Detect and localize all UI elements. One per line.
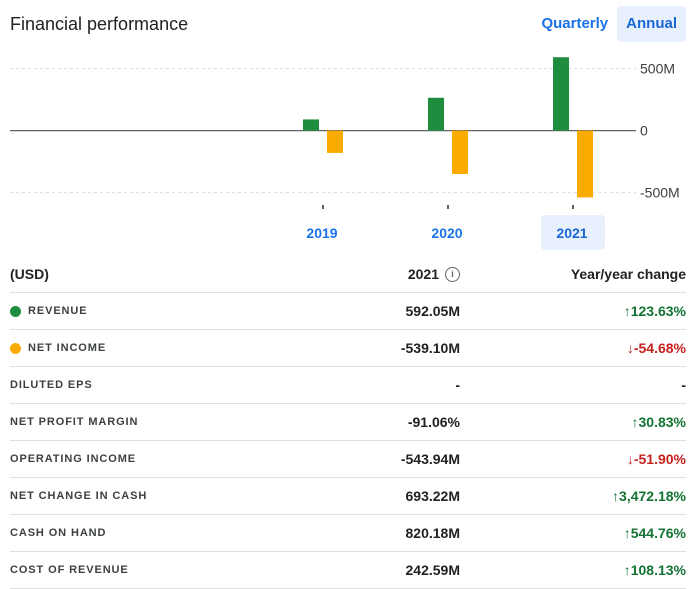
table-row: COST OF REVENUE 242.59M ↑108.13%	[10, 552, 686, 589]
row-label: REVENUE	[28, 305, 88, 317]
financials-table: (USD) 2021 i Year/year change REVENUE 592…	[10, 256, 686, 589]
row-label: NET INCOME	[28, 342, 107, 354]
row-change: ↓-54.68%	[460, 340, 686, 356]
row-change-value: 544.76%	[630, 525, 686, 541]
arrow-up-icon: ↑	[623, 525, 631, 541]
net-income-bar	[327, 130, 343, 153]
row-label-cell: REVENUE	[10, 305, 260, 317]
row-label-cell: COST OF REVENUE	[10, 564, 260, 576]
table-row: DILUTED EPS - -	[10, 367, 686, 404]
row-value: -543.94M	[400, 451, 460, 467]
financial-performance-header: Financial performance Quarterly Annual	[10, 0, 686, 50]
row-value: -91.06%	[407, 414, 460, 430]
y-tick-label: -500M	[640, 185, 680, 201]
arrow-down-icon: ↓	[626, 340, 634, 356]
arrow-down-icon: ↓	[626, 451, 634, 467]
row-label: NET PROFIT MARGIN	[10, 416, 139, 428]
x-category-label[interactable]: 2021	[556, 225, 587, 241]
legend-dot-icon	[10, 342, 21, 354]
row-change: ↑3,472.18%	[460, 488, 686, 504]
row-value: -539.10M	[400, 340, 460, 356]
table-row: CASH ON HAND 820.18M ↑544.76%	[10, 515, 686, 552]
row-label: CASH ON HAND	[10, 527, 107, 539]
legend-dot-icon	[10, 305, 21, 317]
yoy-change-header: Year/year change	[570, 266, 686, 282]
table-row: NET CHANGE IN CASH 693.22M ↑3,472.18%	[10, 478, 686, 515]
arrow-up-icon: ↑	[623, 303, 631, 319]
revenue-bar	[553, 57, 569, 131]
row-label-cell: NET CHANGE IN CASH	[10, 490, 260, 502]
row-change: ↑108.13%	[460, 562, 686, 578]
row-change-value: 123.63%	[630, 303, 686, 319]
row-change: ↑30.83%	[460, 414, 686, 430]
row-change-value: -51.90%	[633, 451, 686, 467]
row-label: NET CHANGE IN CASH	[10, 490, 148, 502]
row-label-cell: CASH ON HAND	[10, 527, 260, 539]
row-label: DILUTED EPS	[10, 379, 93, 391]
row-change: ↑123.63%	[460, 303, 686, 319]
row-change-value: -	[681, 377, 686, 393]
revenue-bar	[303, 119, 319, 131]
year-header-label: 2021	[407, 266, 439, 282]
year-header: 2021 i	[260, 266, 460, 282]
row-change-value: 30.83%	[638, 414, 686, 430]
row-change: ↓-51.90%	[460, 451, 686, 467]
row-change: ↑544.76%	[460, 525, 686, 541]
y-tick-label: 500M	[640, 61, 675, 77]
row-label-cell: DILUTED EPS	[10, 379, 260, 391]
row-label-cell: OPERATING INCOME	[10, 453, 260, 465]
revenue-bar	[428, 97, 444, 131]
row-value: 693.22M	[405, 488, 460, 504]
row-value: 820.18M	[405, 525, 460, 541]
row-label-cell: NET PROFIT MARGIN	[10, 416, 260, 428]
financial-bar-chart: 500M 0 -500M 2019 2020 2021	[10, 57, 680, 250]
arrow-up-icon: ↑	[612, 488, 620, 504]
row-label: OPERATING INCOME	[10, 453, 137, 465]
period-toggle: Quarterly Annual	[532, 6, 686, 42]
net-income-bar	[452, 130, 468, 174]
net-income-bar	[577, 130, 593, 198]
row-value: 592.05M	[405, 303, 460, 319]
arrow-up-icon: ↑	[631, 414, 639, 430]
x-category-label[interactable]: 2020	[431, 225, 462, 241]
row-change-value: 108.13%	[630, 562, 686, 578]
table-row: NET PROFIT MARGIN -91.06% ↑30.83%	[10, 404, 686, 441]
row-change: -	[460, 377, 686, 393]
table-row: OPERATING INCOME -543.94M ↓-51.90%	[10, 441, 686, 478]
annual-button[interactable]: Annual	[617, 6, 686, 42]
row-value: 242.59M	[405, 562, 460, 578]
row-label: COST OF REVENUE	[10, 564, 129, 576]
info-icon[interactable]: i	[445, 266, 460, 282]
row-change-value: -54.68%	[633, 340, 686, 356]
table-header: (USD) 2021 i Year/year change	[10, 256, 686, 293]
row-value: -	[455, 377, 460, 393]
quarterly-button[interactable]: Quarterly	[541, 15, 609, 32]
row-change-value: 3,472.18%	[619, 488, 686, 504]
table-row: NET INCOME -539.10M ↓-54.68%	[10, 330, 686, 367]
selected-year-highlight	[541, 215, 605, 250]
y-tick-label: 0	[640, 123, 648, 139]
row-label-cell: NET INCOME	[10, 342, 260, 354]
section-title: Financial performance	[10, 14, 189, 34]
currency-header: (USD)	[10, 266, 49, 282]
table-row: REVENUE 592.05M ↑123.63%	[10, 293, 686, 330]
arrow-up-icon: ↑	[623, 562, 631, 578]
x-category-label[interactable]: 2019	[306, 225, 337, 241]
